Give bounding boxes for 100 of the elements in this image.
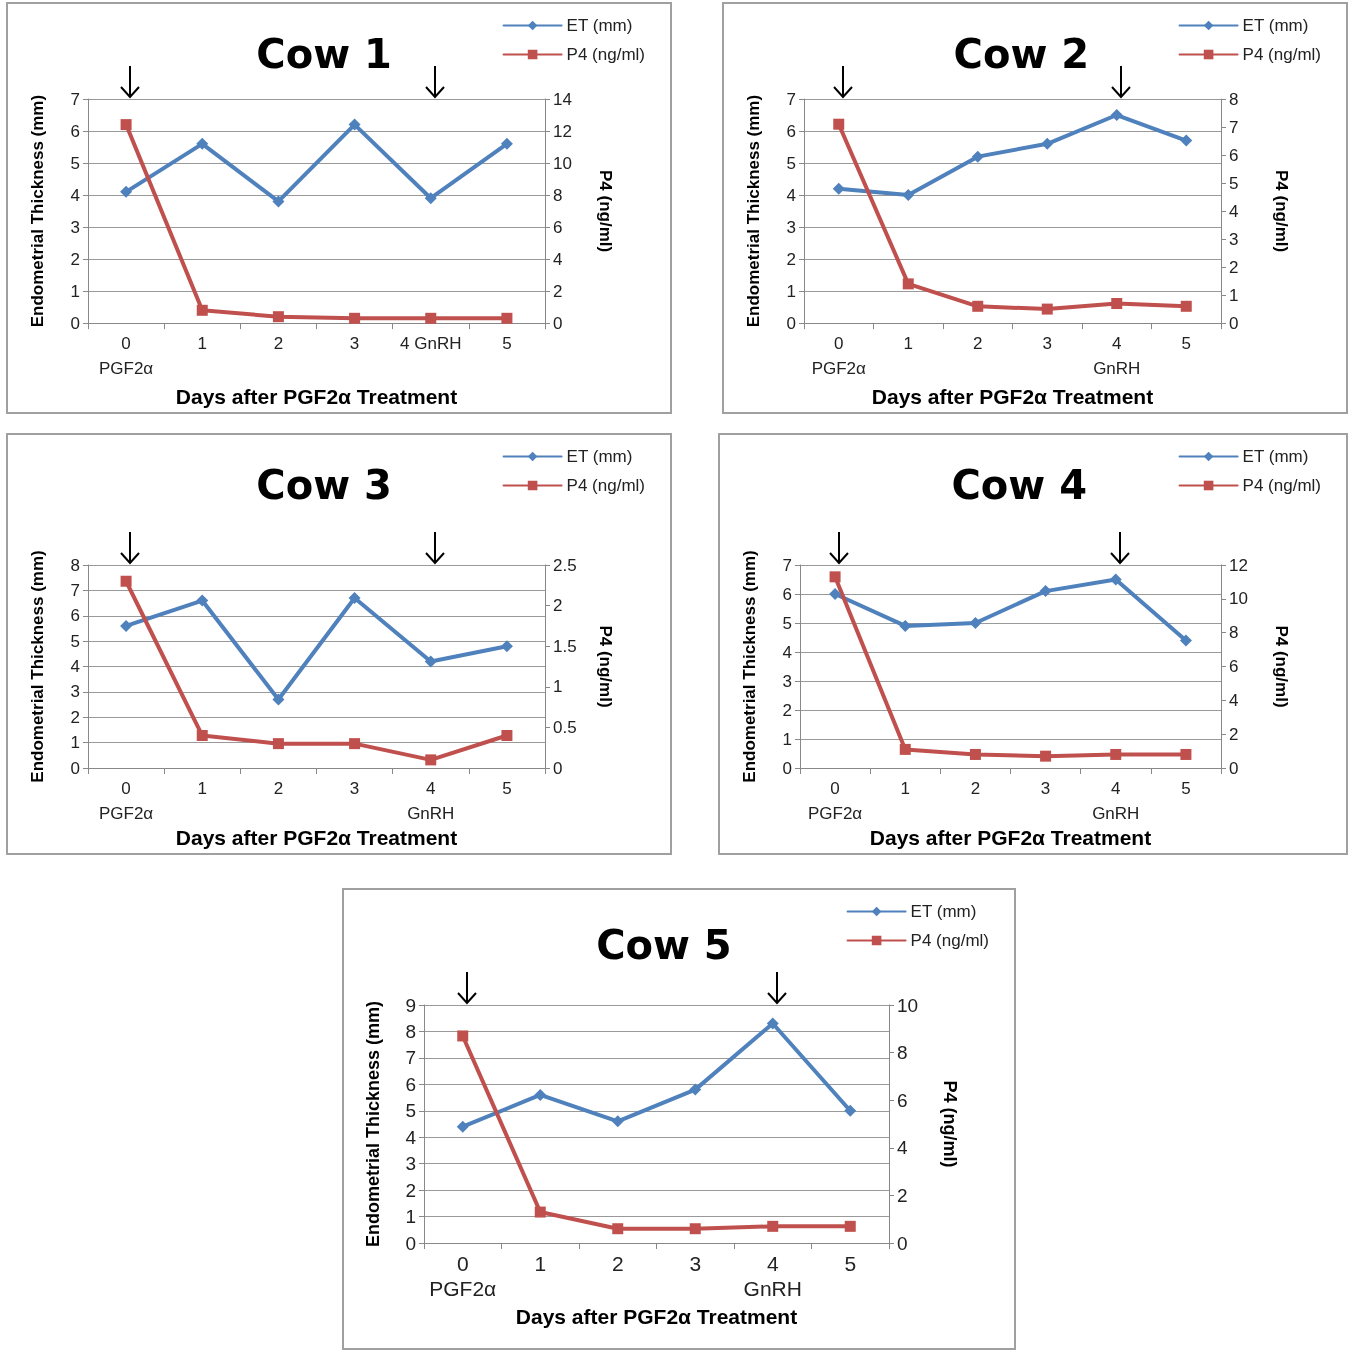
y-tick-label: 7 bbox=[405, 1047, 416, 1069]
x-tick-label: 4 GnRH bbox=[400, 334, 462, 354]
point bbox=[196, 304, 208, 316]
x-tick-label: 2 bbox=[611, 1252, 624, 1275]
legend-label: ET (mm) bbox=[566, 447, 633, 466]
legend-label: P4 (ng/ml) bbox=[910, 931, 990, 950]
point bbox=[120, 619, 133, 632]
x-tick-label: 0 PGF2α bbox=[429, 1252, 497, 1300]
x-axis-title: Days after PGF2α Treatment bbox=[515, 1304, 798, 1328]
y-tick-label: 0 bbox=[70, 758, 80, 778]
point bbox=[767, 1220, 779, 1232]
y-tick-label: 2 bbox=[786, 249, 796, 269]
y2-tick-label: 8 bbox=[897, 1042, 908, 1064]
point bbox=[196, 137, 209, 150]
y2-axis-title: P4 (ng/ml) bbox=[596, 169, 615, 253]
point bbox=[272, 738, 284, 750]
x-tick-label: 5 bbox=[502, 334, 512, 354]
y-tick-label: 0 bbox=[782, 758, 792, 778]
y2-tick-label: 0 bbox=[553, 758, 563, 778]
point bbox=[272, 693, 285, 706]
x-tick-label: 0 PGF2α bbox=[98, 334, 154, 379]
y2-tick-label: 5 bbox=[1229, 173, 1239, 193]
legend-label: P4 (ng/ml) bbox=[566, 45, 646, 64]
point bbox=[1039, 585, 1052, 598]
y-axis-title: Endometrial Thickness (mm) bbox=[740, 550, 759, 783]
y-tick-label: 4 bbox=[70, 185, 80, 205]
point bbox=[456, 1120, 469, 1133]
y-tick-label: 3 bbox=[405, 1153, 416, 1175]
point bbox=[844, 1104, 857, 1117]
y-tick-label: 1 bbox=[405, 1206, 416, 1228]
y-tick-label: 7 bbox=[70, 580, 80, 600]
y2-tick-label: 2 bbox=[553, 596, 563, 616]
point bbox=[272, 195, 285, 208]
legend-label: P4 (ng/ml) bbox=[566, 476, 646, 495]
y-tick-label: 4 bbox=[782, 642, 792, 662]
x-tick-label: 5 bbox=[1181, 779, 1191, 798]
y2-tick-label: 14 bbox=[553, 89, 572, 109]
x-tick-label: 1 bbox=[197, 334, 207, 354]
y2-axis-title: P4 (ng/ml) bbox=[596, 625, 615, 708]
y-tick-label: 6 bbox=[70, 121, 80, 141]
point bbox=[120, 575, 132, 587]
y-tick-label: 5 bbox=[786, 153, 796, 173]
point bbox=[534, 1088, 547, 1101]
y-tick-label: 2 bbox=[70, 249, 80, 269]
x-tick-label: 4 GnRH bbox=[1092, 779, 1140, 823]
point bbox=[1180, 300, 1192, 312]
y2-tick-label: 0 bbox=[1229, 313, 1239, 333]
point bbox=[1041, 137, 1054, 150]
y-tick-label: 1 bbox=[70, 733, 80, 753]
point bbox=[829, 588, 842, 600]
x-tick-label: 3 bbox=[349, 779, 360, 798]
y-axis-title: Endometrial Thickness (mm) bbox=[28, 550, 47, 783]
point bbox=[689, 1083, 702, 1096]
y2-axis-title: P4 (ng/ml) bbox=[1272, 625, 1291, 708]
y-tick-label: 7 bbox=[782, 555, 792, 575]
y-tick-label: 3 bbox=[70, 682, 80, 702]
x-tick-label: 4 GnRH bbox=[743, 1252, 802, 1300]
point bbox=[120, 119, 132, 131]
y-tick-label: 7 bbox=[70, 89, 80, 109]
y-tick-label: 8 bbox=[405, 1020, 416, 1042]
chart-title: Cow 4 bbox=[951, 462, 1087, 508]
point bbox=[899, 743, 911, 755]
point bbox=[501, 312, 513, 324]
x-tick-label: 5 bbox=[844, 1252, 857, 1275]
point bbox=[1111, 297, 1123, 309]
point bbox=[1040, 750, 1052, 762]
point bbox=[612, 1223, 624, 1235]
x-tick-label: 2 bbox=[970, 779, 981, 798]
y2-tick-label: 7 bbox=[1229, 117, 1239, 137]
point bbox=[272, 311, 284, 323]
point bbox=[349, 738, 361, 750]
x-tick-label: 0 PGF2α bbox=[807, 779, 863, 823]
y2-tick-label: 12 bbox=[553, 121, 572, 141]
y-tick-label: 2 bbox=[70, 707, 80, 727]
y-tick-label: 1 bbox=[786, 281, 796, 301]
y2-tick-label: 4 bbox=[553, 249, 563, 269]
y2-tick-label: 1.5 bbox=[553, 636, 577, 656]
point bbox=[611, 1115, 624, 1128]
y-tick-label: 4 bbox=[786, 185, 796, 205]
point bbox=[832, 182, 845, 195]
y-axis-title: Endometrial Thickness (mm) bbox=[744, 94, 763, 328]
point bbox=[425, 754, 437, 766]
y-tick-label: 4 bbox=[70, 657, 80, 676]
y-tick-label: 7 bbox=[786, 89, 796, 109]
y-tick-label: 0 bbox=[786, 313, 796, 333]
x-tick-label: 3 bbox=[349, 334, 360, 354]
point bbox=[1110, 109, 1123, 122]
legend-label: ET (mm) bbox=[1242, 16, 1309, 35]
y2-tick-label: 8 bbox=[553, 185, 563, 205]
point bbox=[120, 185, 133, 198]
point bbox=[196, 594, 209, 607]
y-tick-label: 2 bbox=[405, 1179, 416, 1201]
y2-tick-label: 4 bbox=[897, 1137, 908, 1159]
point bbox=[1180, 748, 1192, 760]
y2-tick-label: 12 bbox=[1229, 555, 1248, 575]
x-axis-title: Days after PGF2α Treatment bbox=[175, 385, 458, 408]
y-tick-label: 6 bbox=[70, 606, 80, 626]
point bbox=[972, 300, 984, 312]
y-tick-label: 8 bbox=[70, 555, 80, 575]
point bbox=[348, 591, 361, 604]
